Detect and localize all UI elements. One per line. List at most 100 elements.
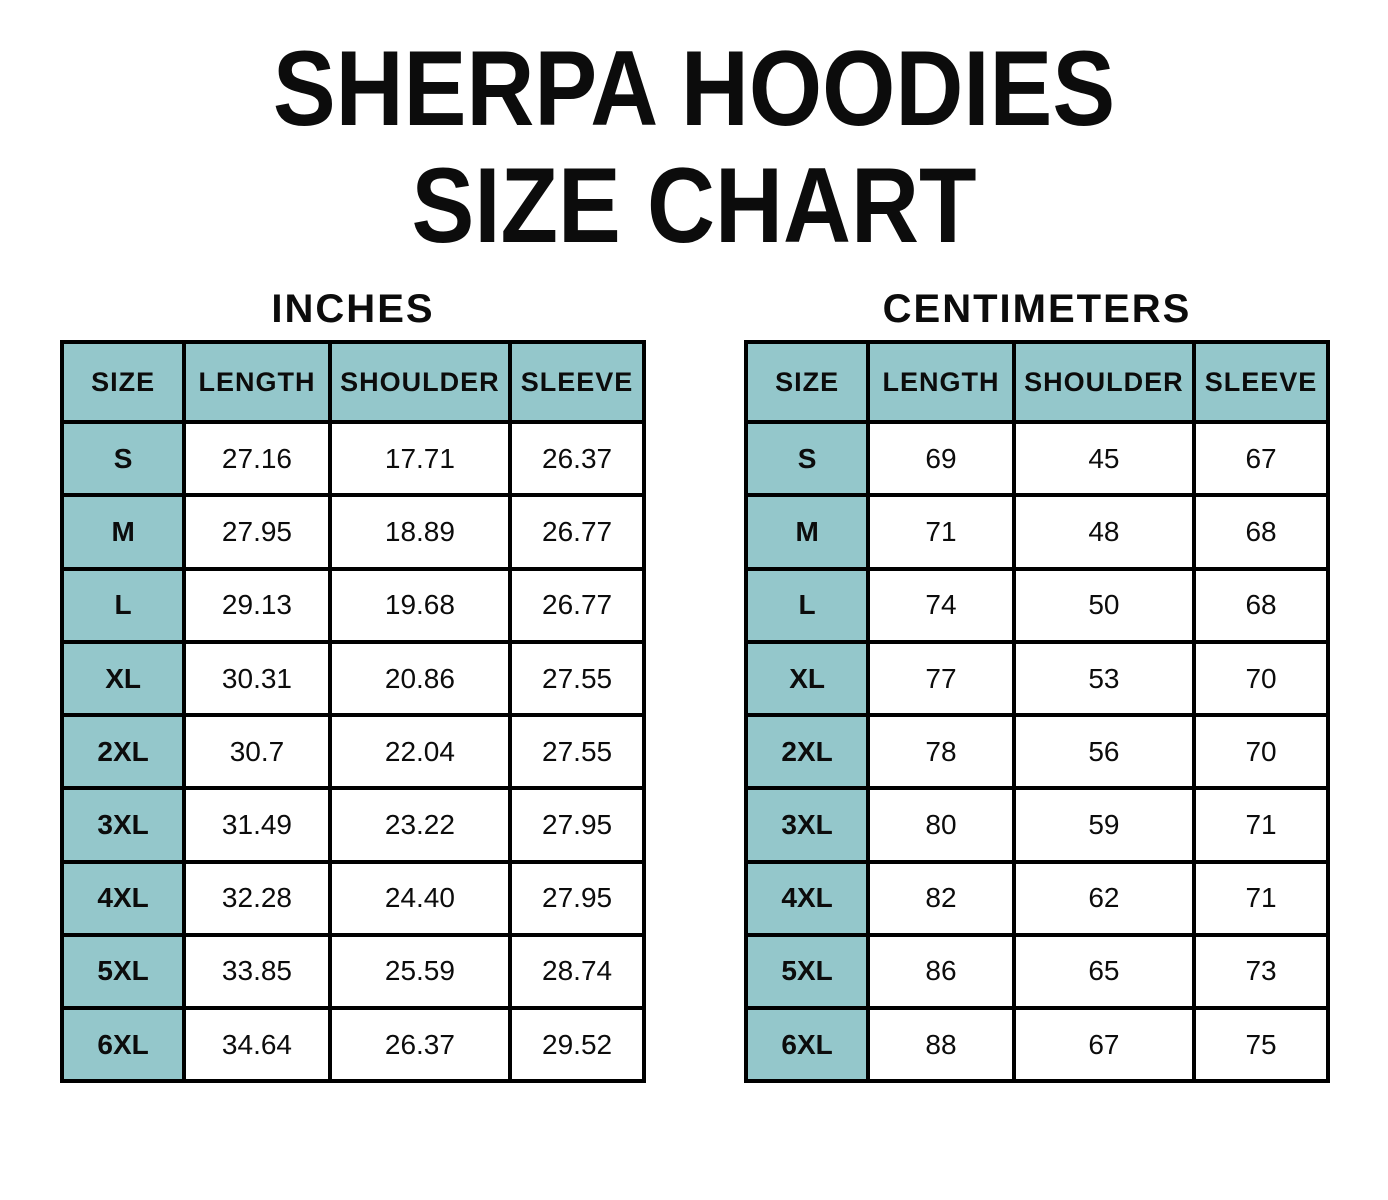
- length-cell: 71: [866, 493, 1016, 571]
- length-cell: 74: [866, 566, 1016, 644]
- length-cell: 86: [866, 932, 1016, 1011]
- sleeve-cell: 26.77: [508, 566, 646, 644]
- size-cell: M: [59, 493, 187, 571]
- sleeve-cell: 71: [1192, 859, 1330, 937]
- shoulder-cell: 23.22: [327, 786, 513, 864]
- length-cell: 27.95: [182, 493, 332, 571]
- length-cell: 77: [866, 639, 1016, 718]
- table-row: XL 77 53 70: [743, 639, 1330, 718]
- size-cell: L: [743, 566, 871, 644]
- table-row: 6XL 88 67 75: [743, 1005, 1330, 1084]
- sleeve-cell: 75: [1192, 1005, 1330, 1084]
- table-row: 2XL 30.7 22.04 27.55: [59, 713, 646, 791]
- table-row: L 29.13 19.68 26.77: [59, 566, 646, 644]
- shoulder-cell: 20.86: [327, 639, 513, 718]
- size-cell: 2XL: [743, 713, 871, 791]
- shoulder-cell: 17.71: [327, 420, 513, 498]
- size-cell: 6XL: [59, 1005, 187, 1084]
- table-row: M 27.95 18.89 26.77: [59, 493, 646, 571]
- sleeve-cell: 67: [1192, 420, 1330, 498]
- shoulder-cell: 25.59: [327, 932, 513, 1011]
- shoulder-cell: 50: [1011, 566, 1197, 644]
- size-cell: 4XL: [743, 859, 871, 937]
- size-cell: S: [59, 420, 187, 498]
- length-cell: 33.85: [182, 932, 332, 1011]
- sleeve-cell: 70: [1192, 713, 1330, 791]
- centimeters-label: CENTIMETERS: [882, 287, 1192, 332]
- shoulder-cell: 22.04: [327, 713, 513, 791]
- shoulder-cell: 26.37: [327, 1005, 513, 1084]
- inches-header-sleeve: SLEEVE: [508, 340, 646, 425]
- page-title-line-1: SHERPA HOODIES: [272, 28, 1116, 148]
- table-row: L 74 50 68: [743, 566, 1330, 644]
- table-row: XL 30.31 20.86 27.55: [59, 639, 646, 718]
- shoulder-cell: 18.89: [327, 493, 513, 571]
- length-cell: 29.13: [182, 566, 332, 644]
- centimeters-header-size: SIZE: [743, 340, 871, 425]
- size-cell: L: [59, 566, 187, 644]
- centimeters-header-length: LENGTH: [866, 340, 1016, 425]
- table-row: S 69 45 67: [743, 420, 1330, 498]
- shoulder-cell: 62: [1011, 859, 1197, 937]
- centimeters-header-shoulder: SHOULDER: [1011, 340, 1197, 425]
- length-cell: 30.31: [182, 639, 332, 718]
- table-row: 4XL 82 62 71: [743, 859, 1330, 937]
- table-row: 3XL 80 59 71: [743, 786, 1330, 864]
- tables-container: INCHES SIZE LENGTH SHOULDER SLEEVE: [0, 287, 1388, 1084]
- sleeve-cell: 27.55: [508, 639, 646, 718]
- sleeve-cell: 70: [1192, 639, 1330, 718]
- size-cell: 5XL: [59, 932, 187, 1011]
- page-title: SHERPA HOODIES SIZE CHART: [0, 30, 1388, 263]
- size-cell: 2XL: [59, 713, 187, 791]
- size-cell: 4XL: [59, 859, 187, 937]
- length-cell: 31.49: [182, 786, 332, 864]
- shoulder-cell: 65: [1011, 932, 1197, 1011]
- length-cell: 88: [866, 1005, 1016, 1084]
- shoulder-cell: 45: [1011, 420, 1197, 498]
- size-cell: 5XL: [743, 932, 871, 1011]
- centimeters-table: SIZE LENGTH SHOULDER SLEEVE S 69 45 67 M 71 48…: [743, 340, 1330, 1084]
- size-cell: XL: [59, 639, 187, 718]
- length-cell: 30.7: [182, 713, 332, 791]
- size-cell: M: [743, 493, 871, 571]
- sleeve-cell: 73: [1192, 932, 1330, 1011]
- shoulder-cell: 56: [1011, 713, 1197, 791]
- sleeve-cell: 68: [1192, 493, 1330, 571]
- inches-label: INCHES: [271, 287, 435, 332]
- centimeters-header-row: SIZE LENGTH SHOULDER SLEEVE: [743, 340, 1330, 425]
- table-row: M 71 48 68: [743, 493, 1330, 571]
- shoulder-cell: 59: [1011, 786, 1197, 864]
- centimeters-header-sleeve: SLEEVE: [1192, 340, 1330, 425]
- table-row: 3XL 31.49 23.22 27.95: [59, 786, 646, 864]
- sleeve-cell: 27.95: [508, 859, 646, 937]
- sleeve-cell: 28.74: [508, 932, 646, 1011]
- inches-header-size: SIZE: [59, 340, 187, 425]
- shoulder-cell: 19.68: [327, 566, 513, 644]
- inches-table: SIZE LENGTH SHOULDER SLEEVE S 27.16 17.71 2…: [59, 340, 646, 1084]
- sleeve-cell: 27.55: [508, 713, 646, 791]
- inches-table-section: INCHES SIZE LENGTH SHOULDER SLEEVE: [59, 287, 646, 1084]
- sleeve-cell: 29.52: [508, 1005, 646, 1084]
- sleeve-cell: 71: [1192, 786, 1330, 864]
- table-row: S 27.16 17.71 26.37: [59, 420, 646, 498]
- size-cell: S: [743, 420, 871, 498]
- inches-table-body: S 27.16 17.71 26.37 M 27.95 18.89 26.77 L 29.13 19…: [59, 420, 646, 1084]
- length-cell: 80: [866, 786, 1016, 864]
- size-cell: 6XL: [743, 1005, 871, 1084]
- shoulder-cell: 48: [1011, 493, 1197, 571]
- centimeters-table-body: S 69 45 67 M 71 48 68 L 74 50 68 XL 77 53 70 2XL 78 56 70 3X…: [743, 420, 1330, 1084]
- length-cell: 34.64: [182, 1005, 332, 1084]
- length-cell: 32.28: [182, 859, 332, 937]
- shoulder-cell: 53: [1011, 639, 1197, 718]
- sleeve-cell: 27.95: [508, 786, 646, 864]
- centimeters-table-section: CENTIMETERS SIZE LENGTH SHOULDER SLEEVE: [743, 287, 1330, 1084]
- shoulder-cell: 67: [1011, 1005, 1197, 1084]
- length-cell: 27.16: [182, 420, 332, 498]
- length-cell: 69: [866, 420, 1016, 498]
- inches-header-row: SIZE LENGTH SHOULDER SLEEVE: [59, 340, 646, 425]
- sleeve-cell: 26.37: [508, 420, 646, 498]
- inches-header-length: LENGTH: [182, 340, 332, 425]
- size-cell: 3XL: [743, 786, 871, 864]
- length-cell: 78: [866, 713, 1016, 791]
- table-row: 2XL 78 56 70: [743, 713, 1330, 791]
